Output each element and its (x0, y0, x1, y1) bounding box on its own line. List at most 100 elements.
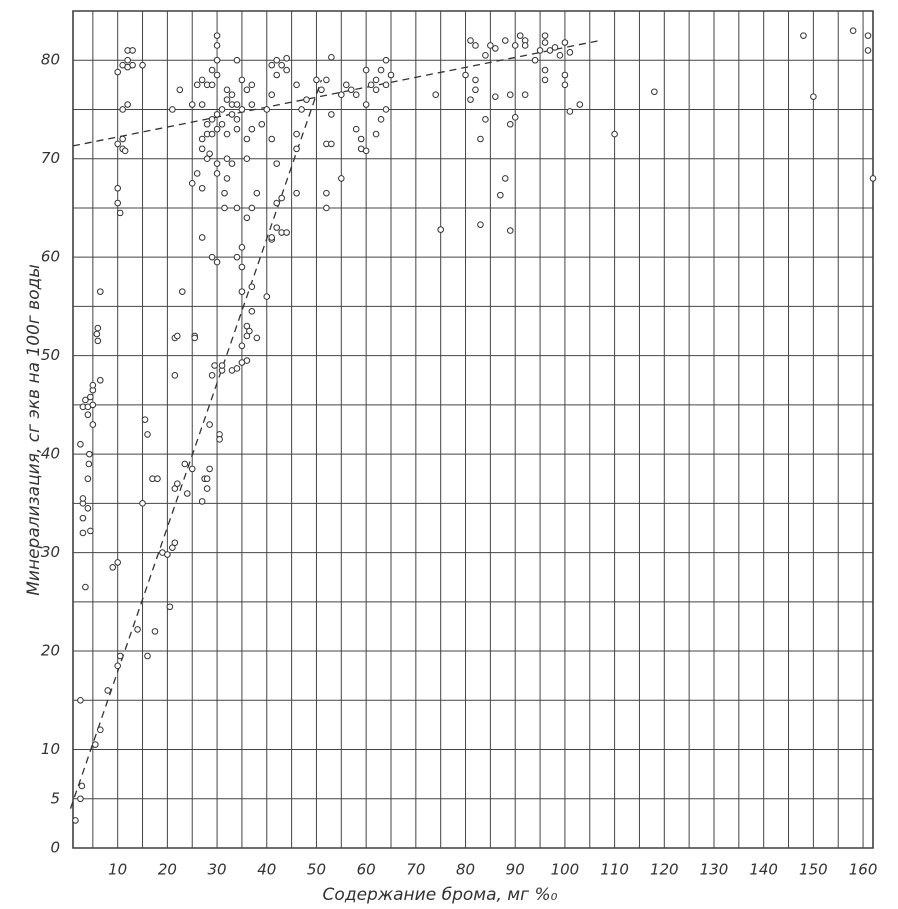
data-point (238, 263, 246, 271)
data-point (178, 288, 186, 295)
x-tick-label: 70 (406, 861, 425, 879)
data-point (84, 475, 92, 483)
data-point (651, 88, 658, 96)
data-point (139, 61, 146, 69)
data-point (228, 367, 236, 374)
data-point (246, 327, 253, 335)
data-point (213, 71, 221, 79)
data-point (243, 86, 251, 94)
data-point (437, 226, 444, 233)
data-point (119, 135, 126, 143)
x-tick-label: 100 (551, 861, 580, 879)
data-point (303, 96, 310, 103)
data-point (293, 81, 300, 89)
data-point (203, 120, 211, 128)
data-point (541, 32, 549, 39)
data-point (347, 86, 355, 94)
y-tick-label: 60 (41, 248, 60, 266)
data-point (208, 116, 216, 123)
data-point (72, 817, 79, 824)
data-point (198, 234, 206, 241)
data-point (273, 224, 281, 231)
data-point (238, 106, 246, 113)
data-point (298, 106, 305, 113)
data-point (477, 221, 484, 228)
data-point (198, 498, 206, 505)
data-point (248, 81, 256, 89)
data-point (92, 741, 99, 748)
data-point (233, 204, 241, 212)
data-point (566, 49, 574, 56)
data-point (467, 37, 474, 44)
data-point (213, 258, 221, 266)
data-point (352, 125, 360, 133)
data-point (104, 687, 112, 694)
data-point (352, 91, 360, 98)
data-point (213, 32, 221, 39)
data-point (213, 56, 221, 64)
data-point (223, 130, 231, 138)
data-point (96, 288, 104, 295)
data-point (114, 559, 121, 566)
data-point (206, 465, 213, 473)
data-point (313, 76, 320, 84)
data-point (114, 184, 121, 192)
data-point (377, 116, 385, 123)
data-point (94, 324, 102, 332)
data-point (171, 539, 179, 547)
data-point (169, 106, 176, 113)
plot-frame (72, 10, 874, 849)
data-point (342, 81, 350, 89)
data-point (506, 91, 514, 98)
data-point (506, 120, 514, 128)
data-point (198, 184, 206, 192)
data-point (278, 194, 285, 202)
data-point (268, 135, 276, 143)
data-point (864, 32, 872, 39)
data-point (541, 76, 549, 84)
y-tick-label: 20 (41, 642, 60, 660)
data-point (233, 56, 241, 64)
data-point (124, 56, 131, 64)
data-point (82, 583, 89, 591)
data-point (869, 175, 877, 182)
data-point (511, 42, 519, 49)
data-point (238, 359, 246, 366)
data-point (357, 135, 365, 143)
data-point (238, 342, 246, 350)
data-point (248, 283, 256, 291)
y-tick-label: 80 (41, 51, 60, 69)
data-point (228, 111, 236, 118)
data-point (208, 66, 216, 74)
data-point (233, 116, 241, 123)
data-point (144, 652, 151, 660)
data-point (213, 170, 221, 177)
data-point (263, 293, 271, 300)
data-point (323, 204, 330, 212)
data-point (377, 66, 385, 74)
data-point (273, 56, 281, 64)
data-point (77, 696, 84, 704)
data-point (293, 189, 300, 197)
data-point (213, 42, 221, 49)
data-point (206, 421, 213, 428)
data-point (208, 253, 216, 261)
data-point (362, 66, 370, 74)
trend-line (69, 79, 323, 809)
x-tick-label: 50 (307, 861, 326, 879)
y-tick-label: 50 (41, 346, 60, 364)
data-point (77, 440, 84, 448)
data-point (382, 56, 390, 64)
data-point (116, 209, 124, 217)
data-point (89, 381, 97, 389)
x-tick-label: 140 (749, 861, 778, 879)
data-point (228, 160, 236, 167)
data-point (174, 332, 181, 340)
data-point (248, 308, 256, 315)
data-point (328, 111, 335, 118)
data-point (238, 288, 246, 295)
data-point (233, 125, 241, 133)
data-point (283, 66, 290, 74)
data-point (176, 86, 184, 94)
